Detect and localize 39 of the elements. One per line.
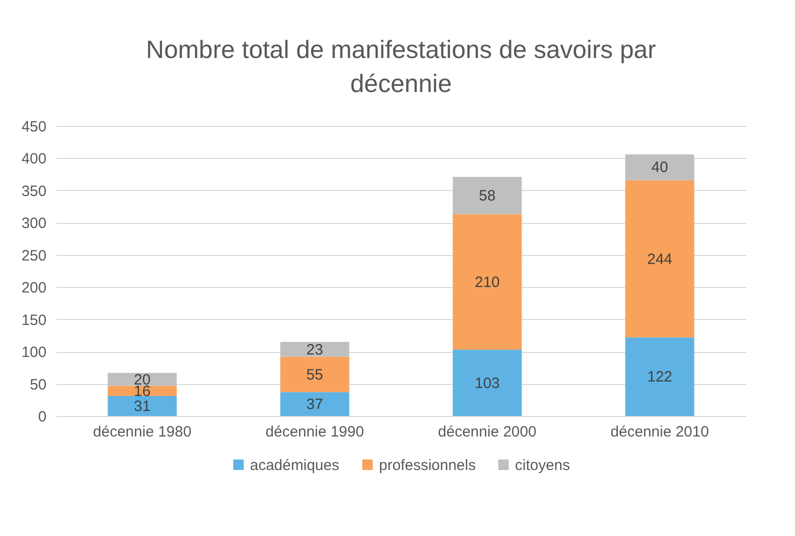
y-tick-label: 200 [21, 280, 46, 297]
bar [108, 396, 177, 416]
x-tick-label: décennie 1990 [266, 424, 364, 440]
bar [452, 214, 522, 350]
y-tick-label: 50 [30, 376, 46, 394]
chart-title: Nombre total de manifestations de savoirs par décennie [146, 36, 656, 98]
bar [452, 176, 522, 214]
bar [280, 392, 350, 416]
x-tick-label: décennie 2000 [438, 424, 536, 440]
bar [280, 356, 350, 392]
data-label: 103 [474, 374, 500, 392]
legend-label: citoyens [515, 456, 570, 474]
bar [625, 154, 694, 180]
bar [625, 180, 694, 338]
data-label: 23 [306, 341, 324, 358]
legend-label: académiques [250, 456, 340, 474]
y-tick-label: 300 [21, 215, 46, 232]
y-tick-label: 400 [21, 150, 46, 168]
y-tick-label: 100 [21, 344, 46, 362]
data-label: 58 [478, 188, 496, 205]
legend-label: professionnels [379, 456, 476, 474]
bar [108, 386, 177, 396]
data-label: 55 [306, 366, 324, 384]
data-label: 122 [647, 368, 672, 386]
data-label: 31 [134, 398, 151, 416]
data-label: 37 [306, 396, 324, 414]
y-tick-label: 250 [21, 247, 46, 264]
y-tick-label: 150 [21, 312, 46, 329]
x-tick-label: décennie 2010 [610, 424, 709, 440]
bar [280, 342, 350, 357]
data-label: 210 [474, 274, 500, 291]
bar [452, 350, 522, 416]
data-label: 244 [647, 250, 672, 268]
x-tick-label: décennie 1980 [93, 424, 192, 440]
y-tick-label: 0 [38, 408, 46, 426]
data-label: 40 [651, 159, 668, 176]
bar [625, 337, 694, 416]
y-tick-label: 350 [21, 182, 46, 200]
y-tick-label: 450 [21, 118, 46, 136]
